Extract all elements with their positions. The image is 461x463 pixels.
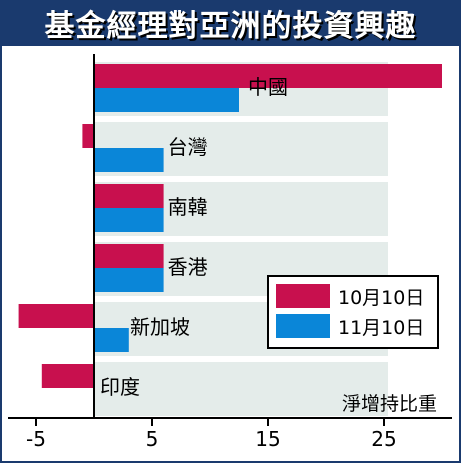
legend-swatch-0	[276, 284, 330, 308]
bar-nov-1	[94, 148, 164, 172]
bar-oct-1	[82, 124, 94, 148]
bar-nov-2	[94, 208, 164, 232]
bars	[18, 64, 442, 388]
bar-nov-4	[94, 328, 129, 352]
x-tick-label-0: -5	[26, 427, 46, 451]
bar-oct-0	[94, 64, 442, 88]
category-label-1: 台灣	[168, 135, 208, 159]
legend: 10月10日 11月10日	[267, 275, 439, 349]
category-label-5: 印度	[100, 375, 140, 399]
x-tick-label-2: 15	[255, 427, 280, 451]
category-label-2: 南韓	[168, 195, 208, 219]
legend-label-1: 11月10日	[338, 317, 424, 339]
title-bar: 基金經理對亞洲的投資興趣	[0, 0, 461, 46]
category-label-0: 中國	[248, 75, 288, 99]
category-label-4: 新加坡	[130, 315, 190, 339]
bar-oct-5	[41, 364, 94, 388]
legend-swatch-1	[276, 314, 330, 338]
row-bands	[94, 62, 388, 416]
category-label-3: 香港	[168, 255, 208, 279]
row-band	[94, 362, 388, 416]
x-tick-label-3: 25	[371, 427, 396, 451]
x-tick-label-1: 5	[146, 427, 159, 451]
chart-title: 基金經理對亞洲的投資興趣	[44, 9, 417, 44]
bar-oct-3	[94, 244, 164, 268]
bar-oct-2	[94, 184, 164, 208]
x-axis-label: 淨增持比重	[342, 393, 437, 415]
bar-oct-4	[18, 304, 95, 328]
legend-label-0: 10月10日	[338, 287, 424, 309]
bar-nov-0	[94, 88, 239, 112]
axes: -5 5 15 25 淨增持比重	[8, 54, 452, 451]
bar-nov-3	[94, 268, 164, 292]
